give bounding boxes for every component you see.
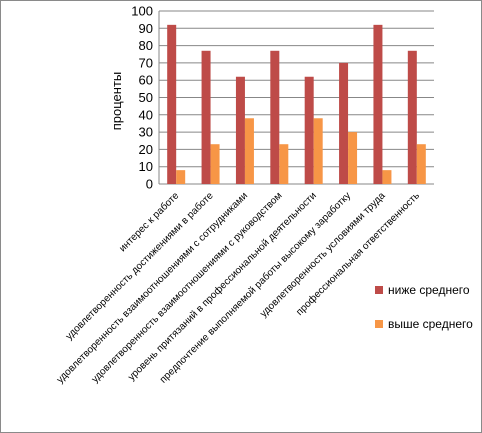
y-tick-label: 80	[139, 38, 153, 53]
bar-below-average	[235, 76, 245, 184]
y-tick-label: 50	[139, 90, 153, 105]
bar-below-average	[339, 62, 349, 184]
legend-label: ниже среднего	[388, 283, 470, 297]
bar-below-average	[167, 24, 177, 185]
y-tick-label: 30	[139, 125, 153, 140]
y-tick-label: 10	[139, 159, 153, 174]
y-tick-labels: 0 10 20 30 40 50 60 70 80 90 100	[131, 4, 153, 192]
bar-above-average	[210, 144, 220, 184]
legend-swatch	[375, 286, 383, 294]
category-label: удовлетворенность условиями труда	[258, 190, 388, 320]
bar-below-average	[373, 24, 383, 185]
y-tick-label: 0	[146, 177, 153, 192]
gridlines	[159, 10, 434, 168]
category-label: профессиональная ответственность	[294, 190, 422, 318]
bar-below-average	[270, 50, 280, 184]
y-tick-label: 40	[139, 107, 153, 122]
bar-above-average	[416, 144, 426, 184]
bars	[167, 24, 426, 185]
bar-above-average	[176, 170, 186, 184]
bar-below-average	[407, 50, 417, 184]
y-tick-label: 60	[139, 73, 153, 88]
y-tick-label: 100	[131, 4, 153, 19]
bar-below-average	[304, 76, 314, 184]
bar-above-average	[382, 170, 392, 184]
bar-above-average	[348, 132, 358, 184]
y-tick-label: 70	[139, 55, 153, 70]
bar-below-average	[201, 50, 211, 184]
category-label: интерес к работе	[117, 189, 182, 254]
legend: ниже среднего выше среднего	[375, 283, 473, 331]
bar-above-average	[279, 144, 289, 184]
y-axis-title: проценты	[109, 72, 124, 131]
y-tick-label: 20	[139, 142, 153, 157]
bar-above-average	[244, 118, 254, 184]
bar-above-average	[313, 118, 323, 184]
y-tick-label: 90	[139, 21, 153, 36]
legend-label: выше среднего	[388, 317, 473, 331]
legend-swatch	[375, 320, 383, 328]
